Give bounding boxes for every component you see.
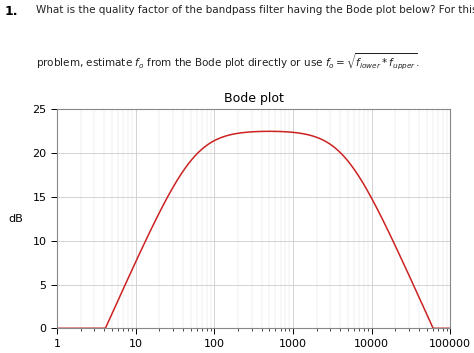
Title: Bode plot: Bode plot: [224, 92, 283, 106]
Text: What is the quality factor of the bandpass filter having the Bode plot below? Fo: What is the quality factor of the bandpa…: [36, 5, 474, 15]
Text: problem, estimate $f_o$ from the Bode plot directly or use $f_o = \sqrt{f_{lower: problem, estimate $f_o$ from the Bode pl…: [36, 52, 419, 72]
Text: 1.: 1.: [5, 5, 18, 18]
Y-axis label: dB: dB: [9, 214, 23, 224]
